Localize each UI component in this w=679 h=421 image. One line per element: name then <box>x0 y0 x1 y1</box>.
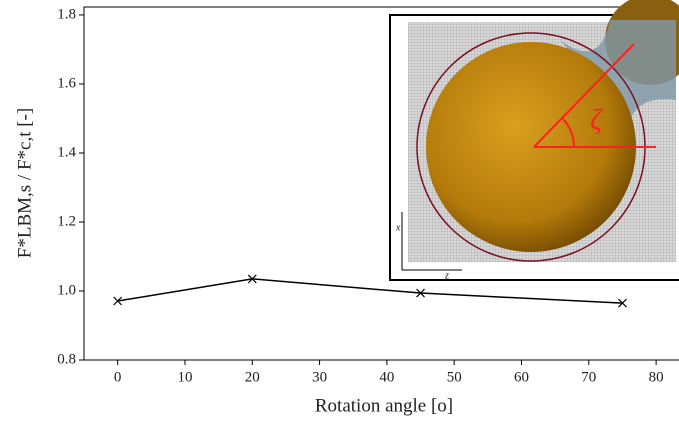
y-axis-label: F*LBM,s / F*c,t [-] <box>14 108 35 258</box>
plot-area: 0 10 20 30 40 50 60 70 80 0.8 1.0 1.2 1.4 1.6 1.8 <box>57 6 679 385</box>
y-tick-label: 1.2 <box>57 213 76 229</box>
y-tick-label: 1.0 <box>57 282 76 298</box>
marker <box>416 288 425 298</box>
angle-arc <box>561 117 576 148</box>
x-tick-label: 30 <box>312 369 327 385</box>
x-tick-label: 10 <box>177 369 192 385</box>
marker <box>618 298 627 308</box>
y-tick-label: 0.8 <box>57 351 76 367</box>
particle <box>426 42 636 252</box>
x-tick-label: 60 <box>514 369 529 385</box>
y-tick-label: 1.6 <box>57 75 76 91</box>
y-tick-label: 1.8 <box>57 6 76 22</box>
inset-axis-label: x <box>395 222 401 233</box>
angle-line <box>533 43 635 148</box>
marker <box>247 274 257 284</box>
inset-axis-label: z <box>444 270 449 281</box>
x-tick-label: 80 <box>649 369 664 385</box>
liquid-bridge <box>560 20 676 120</box>
angle-label: ζ <box>590 103 604 136</box>
x-tick-label: 70 <box>581 369 596 385</box>
axes-frame <box>83 6 679 361</box>
x-tick-label: 40 <box>379 369 394 385</box>
x-tick-label: 0 <box>114 369 122 385</box>
x-tick-label: 50 <box>447 369 462 385</box>
marker <box>113 296 123 306</box>
x-tick-label: 20 <box>245 369 260 385</box>
line <box>117 278 623 304</box>
x-axis-label: Rotation angle [o] <box>315 395 453 416</box>
y-tick-label: 1.4 <box>57 144 76 160</box>
inset-image: ζ x z <box>389 0 679 281</box>
